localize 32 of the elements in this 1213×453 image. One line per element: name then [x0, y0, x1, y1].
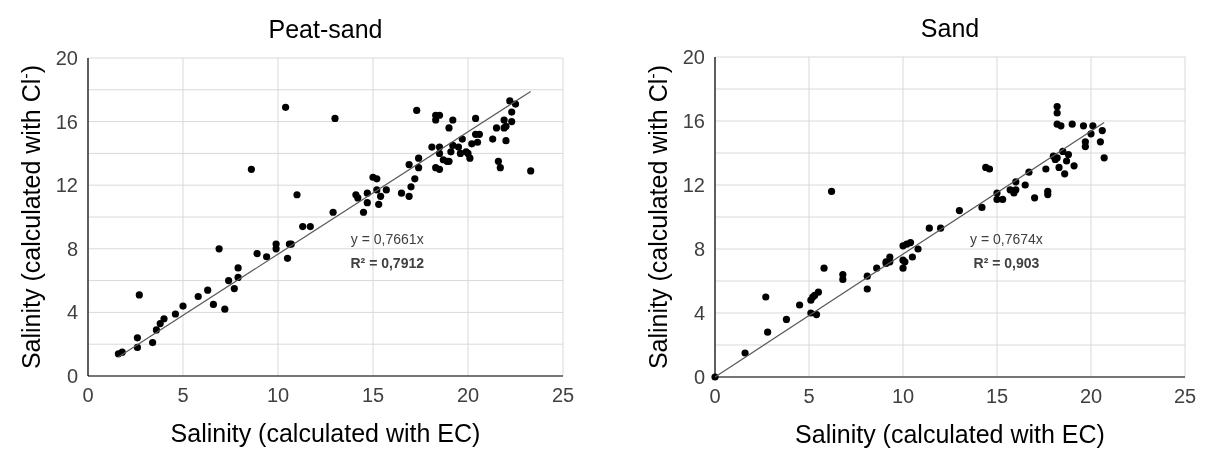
- y-tick-label: 16: [55, 110, 78, 133]
- x-tick-label: 20: [456, 384, 480, 406]
- y-tick-label: 8: [693, 238, 705, 260]
- y-tick-label: 0: [693, 366, 705, 388]
- chart-title: Peat-sand: [268, 15, 383, 43]
- x-tick-label: 5: [177, 384, 189, 406]
- y-tick-label: 12: [55, 174, 78, 197]
- chart-title: Sand: [920, 14, 980, 42]
- x-axis-title: Salinity (calculated with EC): [170, 419, 481, 447]
- x-tick-label: 25: [1173, 385, 1197, 407]
- x-axis-title: Salinity (calculated with EC): [795, 420, 1105, 448]
- y-tick-label: 4: [66, 301, 78, 324]
- y-tick-label: 20: [682, 46, 705, 68]
- x-tick-label: 15: [985, 385, 1009, 407]
- y-tick-label: 0: [66, 365, 78, 387]
- y-tick-label: 16: [682, 110, 705, 132]
- x-tick-label: 5: [803, 385, 815, 407]
- y-tick-label: 20: [55, 47, 78, 69]
- annotation: R² = 0,7912: [350, 255, 425, 272]
- annotation: y = 0,7661x: [350, 231, 424, 248]
- annotation: R² = 0,903: [973, 255, 1040, 272]
- x-tick-label: 0: [709, 385, 721, 407]
- y-tick-label: 4: [693, 302, 705, 324]
- x-tick-label: 20: [1079, 385, 1103, 407]
- y-tick-label: 8: [66, 237, 78, 260]
- annotation: y = 0,7674x: [970, 231, 1043, 248]
- x-tick-label: 10: [891, 385, 915, 407]
- x-tick-label: 0: [82, 384, 94, 406]
- x-tick-label: 25: [551, 384, 575, 406]
- x-tick-label: 10: [266, 384, 290, 406]
- x-tick-label: 15: [361, 384, 385, 406]
- y-tick-label: 12: [682, 174, 705, 196]
